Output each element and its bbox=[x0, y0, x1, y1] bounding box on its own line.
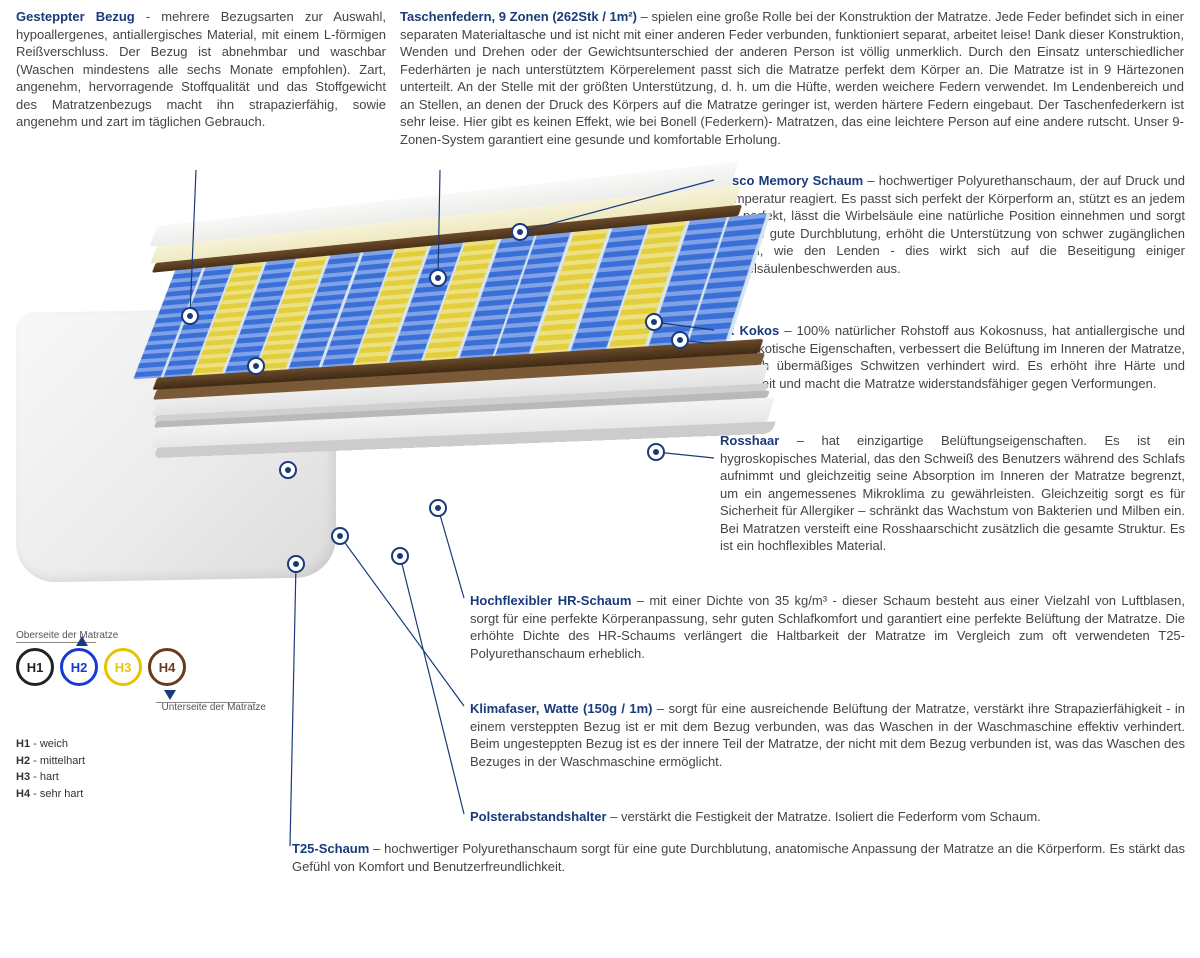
body-federn: – spielen eine große Rolle bei der Konst… bbox=[400, 9, 1184, 147]
marker-polster bbox=[391, 547, 409, 565]
marker-kokos1 bbox=[645, 313, 663, 331]
legend-key: H1 - weichH2 - mittelhartH3 - hartH4 - s… bbox=[16, 736, 266, 802]
legend-row: H2 - mittelhart bbox=[16, 753, 266, 770]
marker-visco bbox=[511, 223, 529, 241]
marker-side1 bbox=[279, 461, 297, 479]
title-t25: T25-Schaum bbox=[292, 841, 369, 856]
marker-bezug bbox=[181, 307, 199, 325]
callout-bezug: Gesteppter Bezug - mehrere Bezugsarten z… bbox=[16, 8, 386, 131]
body-bezug: - mehrere Bezugsarten zur Auswahl, hypoa… bbox=[16, 9, 386, 129]
marker-hr bbox=[429, 499, 447, 517]
arrow-up-icon bbox=[76, 636, 88, 646]
marker-federn bbox=[429, 269, 447, 287]
hardness-circle-h3: H3 bbox=[104, 648, 142, 686]
legend-desc: - mittelhart bbox=[30, 755, 85, 767]
hardness-legend: Oberseite der Matratze H1H2H3H4 Untersei… bbox=[16, 630, 266, 802]
callout-t25: T25-Schaum – hochwertiger Polyurethansch… bbox=[292, 840, 1185, 875]
legend-row: H1 - weich bbox=[16, 736, 266, 753]
legend-circles: H1H2H3H4 bbox=[16, 648, 266, 686]
marker-ross bbox=[647, 443, 665, 461]
hardness-circle-h4: H4 bbox=[148, 648, 186, 686]
title-federn: Taschenfedern, 9 Zonen (262Stk / 1m²) bbox=[400, 9, 637, 24]
marker-t25 bbox=[287, 555, 305, 573]
diagram-root: Gesteppter Bezug - mehrere Bezugsarten z… bbox=[0, 0, 1200, 958]
title-polster: Polsterabstandshalter bbox=[470, 809, 607, 824]
legend-code: H3 bbox=[16, 771, 30, 783]
body-polster: – verstärkt die Festigkeit der Matratze.… bbox=[607, 809, 1041, 824]
legend-code: H4 bbox=[16, 788, 30, 800]
arrow-down-icon bbox=[164, 690, 176, 700]
legend-row: H3 - hart bbox=[16, 769, 266, 786]
legend-code: H1 bbox=[16, 738, 30, 750]
mattress-illustration bbox=[16, 180, 716, 600]
hardness-circle-h2: H2 bbox=[60, 648, 98, 686]
hardness-circle-h1: H1 bbox=[16, 648, 54, 686]
legend-desc: - hart bbox=[30, 771, 59, 783]
legend-desc: - sehr hart bbox=[30, 788, 83, 800]
body-visco: – hochwertiger Polyurethanschaum, der au… bbox=[720, 173, 1185, 276]
title-bezug: Gesteppter Bezug bbox=[16, 9, 135, 24]
legend-code: H2 bbox=[16, 755, 30, 767]
legend-desc: - weich bbox=[30, 738, 68, 750]
callout-visco: Visco Memory Schaum – hochwertiger Polyu… bbox=[720, 172, 1185, 277]
legend-top-label: Oberseite der Matratze bbox=[16, 630, 118, 641]
cutaway-layers bbox=[116, 159, 825, 573]
legend-row: H4 - sehr hart bbox=[16, 786, 266, 803]
callout-federn: Taschenfedern, 9 Zonen (262Stk / 1m²) – … bbox=[400, 8, 1184, 148]
callout-klima: Klimafaser, Watte (150g / 1m) – sorgt fü… bbox=[470, 700, 1185, 770]
body-t25: – hochwertiger Polyurethanschaum sorgt f… bbox=[292, 841, 1185, 874]
legend-bottom-label: Unterseite der Matratze bbox=[136, 702, 266, 713]
callout-polster: Polsterabstandshalter – verstärkt die Fe… bbox=[470, 808, 1185, 826]
callout-hr: Hochflexibler HR-Schaum – mit einer Dich… bbox=[470, 592, 1185, 662]
marker-klima bbox=[331, 527, 349, 545]
marker-bezug2 bbox=[247, 357, 265, 375]
title-klima: Klimafaser, Watte (150g / 1m) bbox=[470, 701, 653, 716]
marker-kokos2 bbox=[671, 331, 689, 349]
